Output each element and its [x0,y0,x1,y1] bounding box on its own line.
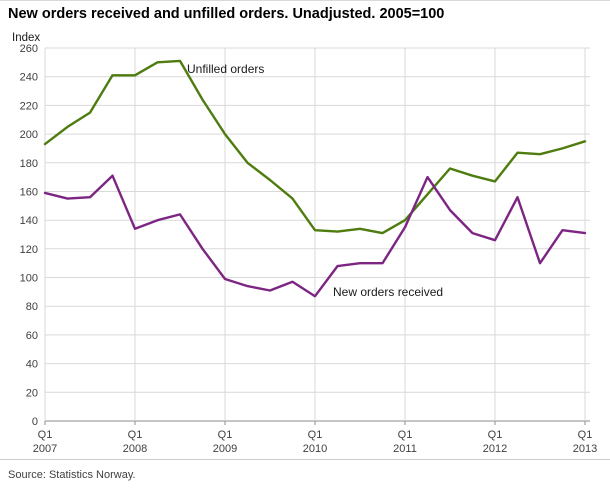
y-tick-label: 40 [26,359,38,371]
y-tick-label: 260 [20,43,38,55]
y-tick-label: 60 [26,330,38,342]
x-tick-label-quarter: Q1 [578,429,593,441]
source-note: Source: Statistics Norway. [0,459,610,481]
series-label-new-orders-received: New orders received [333,285,444,299]
x-tick-label-year: 2009 [213,443,237,455]
series-label-unfilled-orders: Unfilled orders [187,62,265,76]
chart-title: New orders received and unfilled orders.… [8,6,445,22]
x-tick-label-quarter: Q1 [128,429,143,441]
y-tick-label: 20 [26,387,38,399]
y-tick-label: 80 [26,301,38,313]
x-tick-label-year: 2010 [303,443,327,455]
y-tick-label: 0 [32,416,38,428]
y-tick-label: 120 [20,244,38,256]
y-tick-label: 240 [20,72,38,84]
x-tick-label-year: 2012 [483,443,507,455]
y-tick-label: 200 [20,129,38,141]
x-tick-label-year: 2008 [123,443,147,455]
x-tick-label-quarter: Q1 [218,429,233,441]
x-tick-label-quarter: Q1 [38,429,53,441]
x-tick-label-year: 2011 [393,443,417,455]
y-tick-label: 140 [20,215,38,227]
y-tick-label: 160 [20,187,38,199]
x-tick-label-year: 2007 [33,443,57,455]
x-tick-label-quarter: Q1 [488,429,503,441]
series-line-new-orders-received [43,174,587,298]
x-tick-label-quarter: Q1 [308,429,323,441]
y-axis-unit-label: Index [12,32,41,44]
x-tick-label-quarter: Q1 [398,429,413,441]
y-tick-label: 100 [20,273,38,285]
y-tick-label: 220 [20,100,38,112]
x-tick-label-year: 2013 [573,443,597,455]
series-line-unfilled-orders [43,59,587,235]
line-chart: 0 20 40 60 80 100 120 140 160 180 200 220 240 260 Q1 20… [20,43,598,455]
y-tick-label: 180 [20,158,38,170]
